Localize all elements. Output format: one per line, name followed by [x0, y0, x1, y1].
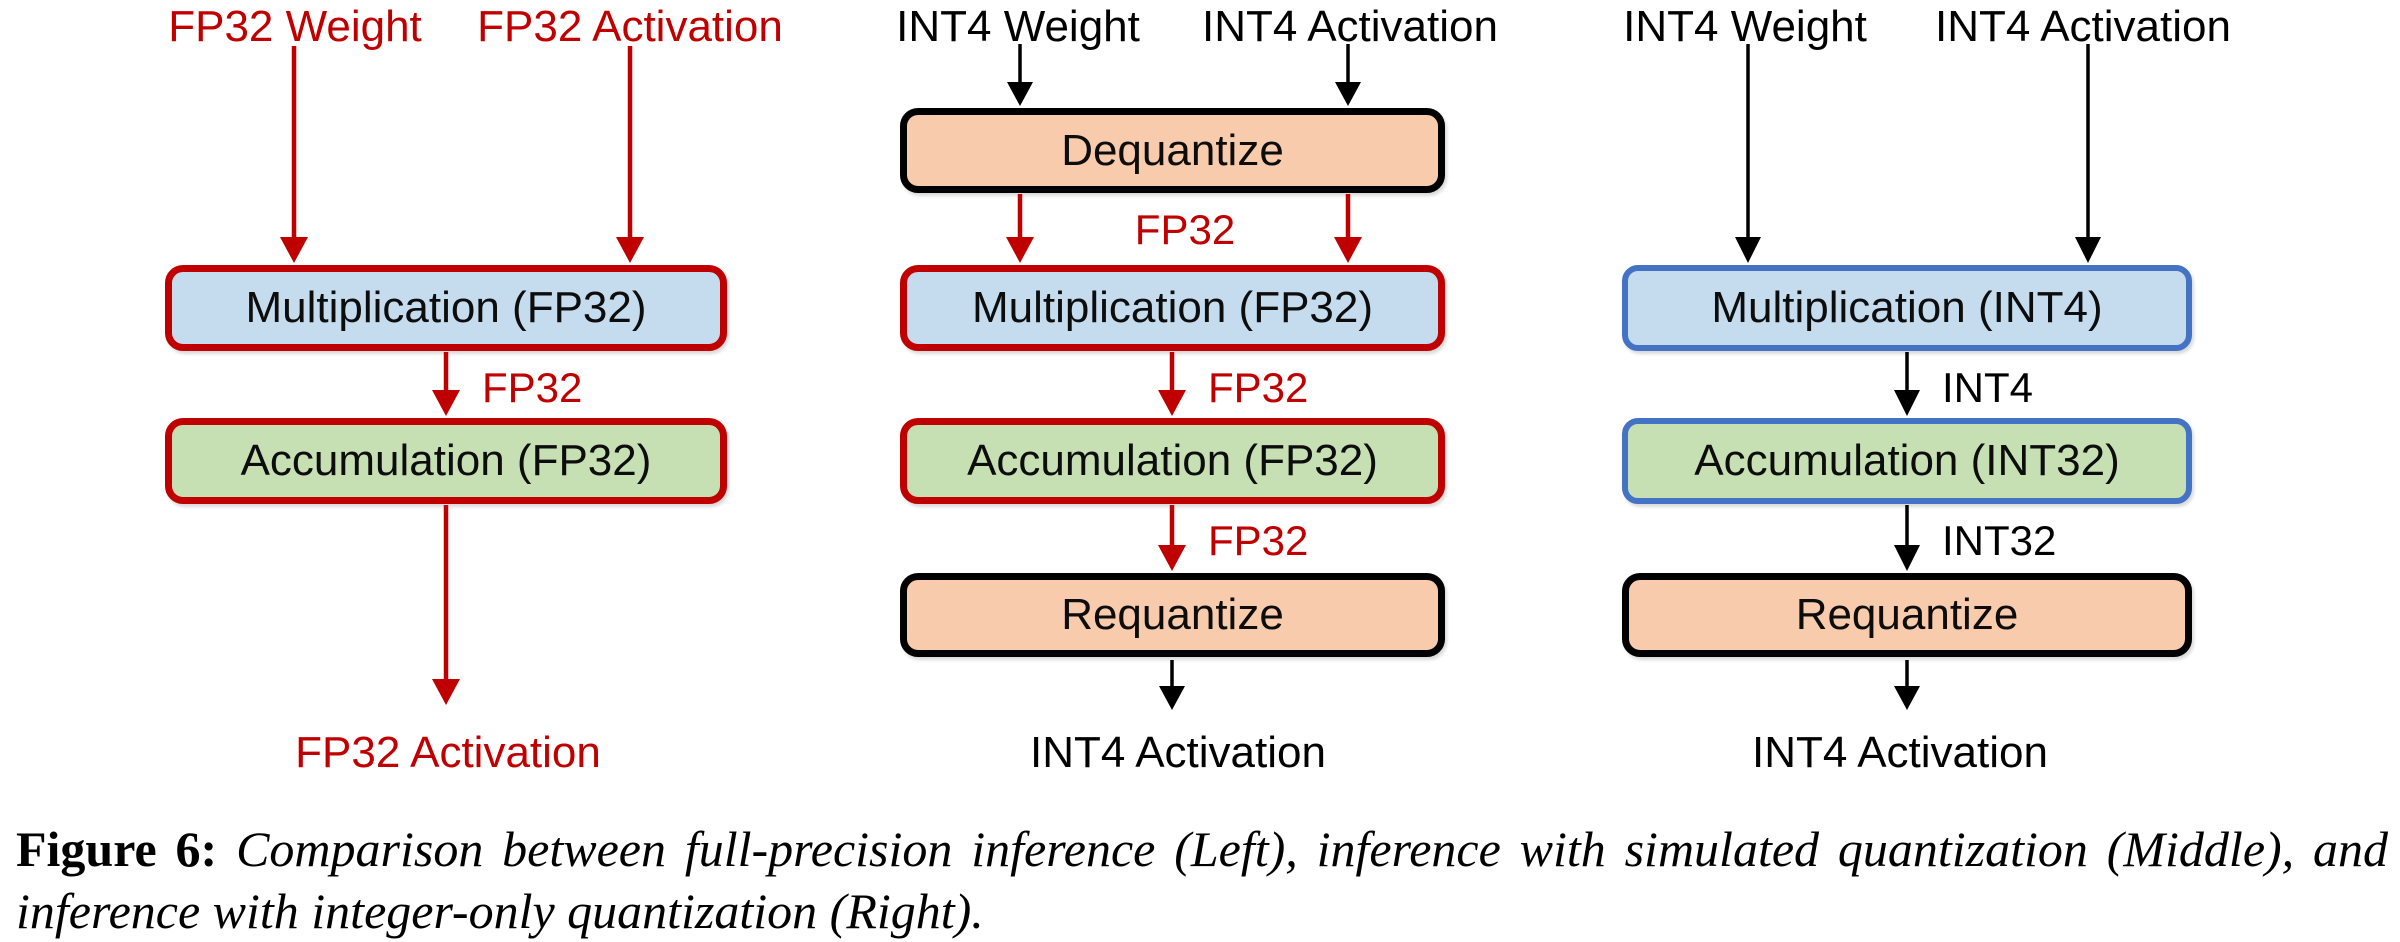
arrow-head — [1894, 686, 1920, 710]
arrow-head — [432, 679, 460, 705]
right-edge-label-int4: INT4 — [1942, 364, 2034, 411]
arrow-head — [616, 237, 644, 263]
left-input-weight-label: FP32 Weight — [168, 2, 422, 51]
middle-input-activation-label: INT4 Activation — [1202, 2, 1498, 51]
arrow-middle-mult-to-acc — [1158, 352, 1186, 416]
middle-edge-label-dequant-fp32: FP32 — [1134, 206, 1236, 253]
left-input-activation-label: FP32 Activation — [477, 2, 783, 51]
arrow-head — [1006, 237, 1034, 263]
arrow-right-acc-to-requant — [1894, 505, 1920, 571]
left-accumulation-box: Accumulation (FP32) — [165, 418, 727, 504]
right-output-label: INT4 Activation — [1752, 728, 2048, 777]
left-output-label: FP32 Activation — [295, 728, 601, 777]
middle-multiplication-box: Multiplication (FP32) — [900, 265, 1445, 351]
arrow-right-activation-input — [2075, 44, 2101, 263]
left-multiplication-box: Multiplication (FP32) — [165, 265, 727, 351]
arrow-right-weight-input — [1735, 44, 1761, 263]
caption-line-1: Figure 6: Comparison between full-precis… — [16, 818, 2388, 880]
caption-text-line1: Comparison between full-precision infere… — [236, 821, 2388, 877]
caption-figure-label: Figure 6: — [16, 821, 218, 877]
arrow-head — [2075, 237, 2101, 263]
arrow-middle-weight-input — [1007, 44, 1033, 106]
arrow-left-mult-to-acc — [432, 352, 460, 416]
figure-caption: Figure 6: Comparison between full-precis… — [16, 818, 2388, 942]
left-edge-label-fp32: FP32 — [482, 364, 583, 411]
arrow-head — [1335, 82, 1361, 106]
arrow-right-mult-to-acc — [1894, 352, 1920, 416]
right-requantize-box: Requantize — [1622, 573, 2192, 657]
middle-edge-label-mult-fp32: FP32 — [1208, 364, 1309, 411]
arrow-head — [432, 390, 460, 416]
middle-accumulation-box: Accumulation (FP32) — [900, 418, 1445, 504]
right-accumulation-box: Accumulation (INT32) — [1622, 418, 2192, 504]
arrow-head — [1334, 237, 1362, 263]
arrow-middle-dequant-to-mult-right — [1334, 194, 1362, 263]
right-multiplication-box: Multiplication (INT4) — [1622, 265, 2192, 351]
right-edge-label-int32: INT32 — [1942, 517, 2057, 564]
middle-edge-label-acc-fp32: FP32 — [1208, 517, 1309, 564]
arrow-head — [280, 237, 308, 263]
arrow-head — [1894, 545, 1920, 571]
arrow-middle-output — [1159, 660, 1185, 710]
arrow-left-weight-input — [280, 46, 308, 263]
middle-requantize-box: Requantize — [900, 573, 1445, 657]
right-input-weight-label: INT4 Weight — [1623, 2, 1867, 51]
arrow-head — [1894, 390, 1920, 416]
arrow-head — [1158, 545, 1186, 571]
arrow-middle-acc-to-requant — [1158, 505, 1186, 571]
arrow-head — [1158, 390, 1186, 416]
middle-output-label: INT4 Activation — [1030, 728, 1326, 777]
arrow-head — [1007, 82, 1033, 106]
arrow-right-output — [1894, 660, 1920, 710]
arrow-left-activation-input — [616, 46, 644, 263]
arrow-left-output — [432, 505, 460, 705]
arrow-head — [1159, 686, 1185, 710]
right-input-activation-label: INT4 Activation — [1935, 2, 2231, 51]
caption-line-2: inference with integer-only quantization… — [16, 883, 984, 939]
arrow-middle-activation-input — [1335, 44, 1361, 106]
arrow-middle-dequant-to-mult-left — [1006, 194, 1034, 263]
arrow-head — [1735, 237, 1761, 263]
middle-input-weight-label: INT4 Weight — [896, 2, 1140, 51]
middle-dequantize-box: Dequantize — [900, 108, 1445, 193]
